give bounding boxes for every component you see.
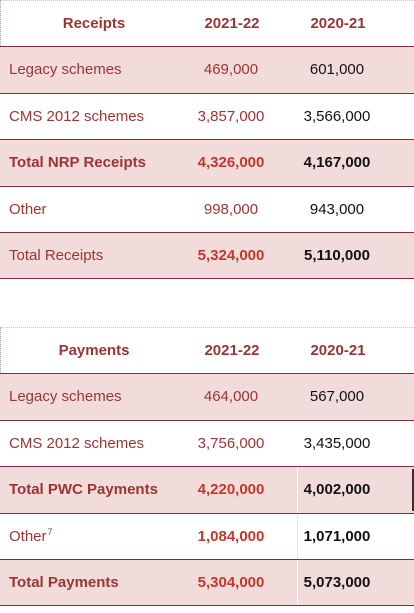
- right-border: [412, 469, 414, 511]
- row-value-2020-21: 3,435,000: [303, 434, 371, 452]
- row-value-2021-22: 469,000: [203, 61, 259, 79]
- row-label: Total NRP Receipts: [9, 154, 146, 172]
- row-value-2021-22: 5,324,000: [197, 246, 265, 264]
- receipts-header-year1: 2021-22: [204, 15, 260, 32]
- receipts-row-legacy: Legacy schemes 469,000 601,000: [0, 46, 414, 93]
- receipts-row-other: Other 998,000 943,000: [0, 185, 414, 233]
- row-label: Total Receipts: [9, 246, 104, 264]
- row-value-2021-22: 3,756,000: [197, 434, 265, 452]
- column-divider: [297, 560, 298, 605]
- row-value-2020-21: 5,110,000: [304, 246, 370, 264]
- row-value-2021-22: 3,857,000: [197, 107, 265, 125]
- row-value-2020-21: 4,002,000: [303, 481, 371, 499]
- row-value-2020-21: 1,071,000: [303, 527, 371, 545]
- payments-header-label: Payments: [58, 342, 130, 359]
- row-value-2020-21: 5,073,000: [303, 573, 371, 591]
- receipts-row-total-nrp: Total NRP Receipts 4,326,000 4,167,000: [0, 139, 414, 186]
- receipts-row-total: Total Receipts 5,324,000 5,110,000: [0, 232, 414, 279]
- row-value-2021-22: 998,000: [203, 200, 259, 218]
- payments-row-total-pwc: Total PWC Payments 4,220,000 4,002,000: [0, 466, 414, 513]
- row-value-2021-22: 1,084,000: [197, 527, 265, 545]
- row-value-2020-21: 567,000: [309, 388, 365, 406]
- receipts-header-year2: 2020-21: [310, 15, 366, 32]
- row-label: CMS 2012 schemes: [9, 107, 145, 125]
- footnote-marker: 7: [47, 527, 53, 538]
- receipts-header-label: Receipts: [62, 15, 126, 32]
- row-value-2020-21: 3,566,000: [303, 107, 371, 125]
- row-label: Legacy schemes: [9, 388, 122, 406]
- row-label: Total Payments: [9, 573, 119, 591]
- row-value-2021-22: 4,220,000: [197, 481, 265, 499]
- payments-header-row: Payments 2021-22 2020-21: [0, 327, 414, 373]
- receipts-row-cms2012: CMS 2012 schemes 3,857,000 3,566,000: [0, 92, 414, 140]
- row-label-text: Other: [9, 527, 47, 545]
- payments-header-year1: 2021-22: [204, 342, 260, 359]
- row-value-2020-21: 943,000: [309, 200, 365, 218]
- payments-row-cms2012: CMS 2012 schemes 3,756,000 3,435,000: [0, 419, 414, 467]
- payments-row-other: Other 7 1,084,000 1,071,000: [0, 512, 414, 560]
- column-divider: [297, 513, 298, 559]
- row-value-2020-21: 601,000: [309, 61, 365, 79]
- row-label: Other 7: [9, 514, 53, 560]
- row-label: Other: [9, 200, 47, 218]
- row-value-2021-22: 5,304,000: [197, 573, 265, 591]
- column-divider: [297, 467, 298, 513]
- row-value-2020-21: 4,167,000: [303, 154, 371, 172]
- payments-header-year2: 2020-21: [310, 342, 366, 359]
- row-label: CMS 2012 schemes: [9, 434, 145, 452]
- row-label: Legacy schemes: [9, 61, 122, 79]
- row-label: Total PWC Payments: [9, 481, 158, 499]
- payments-table: Payments 2021-22 2020-21 Legacy schemes …: [0, 327, 414, 606]
- payments-row-legacy: Legacy schemes 464,000 567,000: [0, 373, 414, 420]
- row-value-2021-22: 4,326,000: [197, 154, 265, 172]
- row-value-2021-22: 464,000: [203, 388, 259, 406]
- payments-row-total: Total Payments 5,304,000 5,073,000: [0, 559, 414, 606]
- receipts-header-row: Receipts 2021-22 2020-21: [0, 0, 414, 46]
- receipts-table: Receipts 2021-22 2020-21 Legacy schemes …: [0, 0, 414, 279]
